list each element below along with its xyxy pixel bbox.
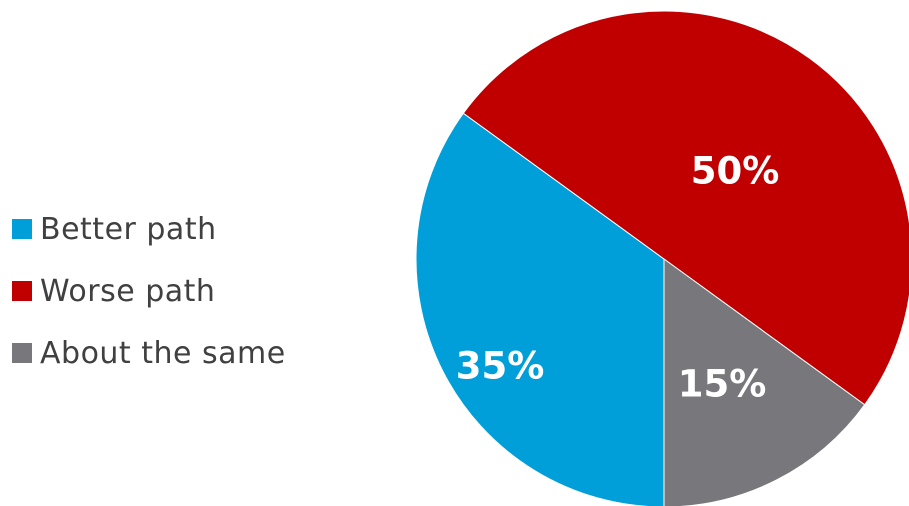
slice-better-path [415, 112, 665, 506]
slice-worse-path [462, 10, 909, 406]
slice-label-better-path: 35% [456, 345, 545, 388]
legend-label-about-the-same: About the same [40, 335, 286, 371]
legend-item-better-path: Better path [12, 198, 286, 260]
legend-swatch-worse-path [12, 281, 32, 301]
chart-legend: Better path Worse path About the same [12, 198, 286, 384]
legend-item-worse-path: Worse path [12, 260, 286, 322]
legend-label-worse-path: Worse path [40, 273, 216, 309]
legend-item-about-the-same: About the same [12, 322, 286, 384]
slice-label-about-the-same: 15% [678, 363, 767, 406]
legend-label-better-path: Better path [40, 211, 217, 247]
legend-swatch-about-the-same [12, 343, 32, 363]
legend-swatch-better-path [12, 219, 32, 239]
slice-label-worse-path: 50% [691, 150, 780, 193]
